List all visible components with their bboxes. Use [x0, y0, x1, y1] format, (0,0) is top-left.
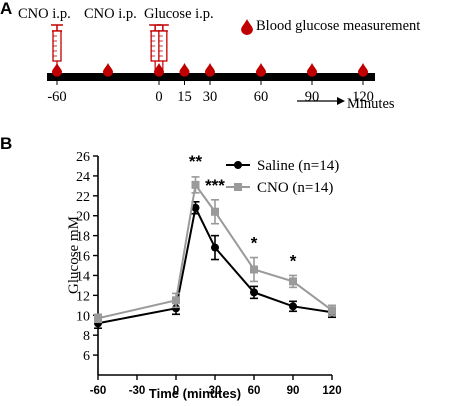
data-point — [191, 180, 200, 189]
minutes-label: Minutes — [347, 96, 395, 112]
panel-a-timeline: A CNO i.p. CNO i.p. Glucose i.p. Blood g… — [0, 0, 420, 112]
x-tick-label: 60 — [248, 385, 261, 397]
timeline-tick-label: 0 — [155, 89, 162, 105]
data-point — [250, 288, 258, 297]
timeline-tick-label: 15 — [177, 89, 192, 105]
y-tick-label: 10 — [76, 309, 90, 324]
syringe-icon — [156, 24, 169, 71]
x-tick-label: -30 — [129, 385, 146, 397]
timeline-tick-label: 120 — [352, 89, 374, 105]
blood-drop-icon — [306, 63, 318, 77]
syringe-icon — [51, 24, 63, 71]
panel-b-letter: B — [0, 134, 12, 153]
data-point — [250, 265, 258, 274]
x-tick-label: -60 — [90, 385, 107, 397]
timeline-tick-label: 60 — [254, 89, 269, 105]
data-point — [211, 207, 219, 216]
x-tick-label: 90 — [287, 385, 300, 397]
y-tick-label: 16 — [76, 250, 90, 265]
injection-label-cno-2: CNO i.p. — [84, 6, 137, 22]
syringes-group — [51, 24, 169, 71]
blood-drop-icon — [102, 63, 114, 77]
data-point — [94, 314, 102, 323]
legend-label: Saline (n=14) — [257, 158, 339, 174]
blood-drop-icon — [255, 63, 267, 77]
blood-drop-icon — [179, 63, 190, 77]
y-axis-label: Glucose mM — [66, 216, 82, 294]
blood-drop-icon — [357, 63, 369, 77]
significance-marker: * — [251, 234, 258, 253]
chart-annotations: ******* — [189, 152, 297, 271]
legend-marker — [234, 183, 242, 191]
y-tick-label: 8 — [83, 329, 90, 344]
x-tick-label: 0 — [173, 385, 179, 397]
timeline-tick-label: -60 — [47, 89, 66, 105]
chart-series — [94, 176, 336, 330]
significance-marker: *** — [205, 176, 225, 195]
blood-drop-icon — [153, 63, 165, 77]
legend-marker — [234, 161, 242, 169]
y-tick-label: 18 — [76, 230, 90, 245]
timeline-tick-label: 30 — [203, 89, 218, 105]
data-point — [172, 296, 180, 305]
data-point — [191, 203, 200, 212]
blood-drop-legend-icon — [241, 19, 253, 35]
timeline-ticks-group: -60 0 15 30 60 90 120 — [47, 81, 374, 105]
blood-drop-icon — [241, 19, 253, 35]
x-axis-label: Time (minutes) — [149, 386, 241, 401]
timeline-tick-label: 90 — [305, 89, 320, 105]
drops-group — [51, 63, 369, 77]
y-tick-label: 12 — [76, 289, 90, 304]
panel-b-chart: B 6 8 10 12 14 16 18 20 22 24 26 -60 -30 0 30 60 90 120 *… — [0, 134, 342, 401]
significance-marker: * — [290, 251, 297, 270]
significance-marker: ** — [189, 152, 203, 171]
chart-axes: 6 8 10 12 14 16 18 20 22 24 26 -60 -30 0 30 60 90 120 — [76, 150, 342, 397]
data-point — [289, 277, 297, 286]
panel-a-letter: A — [0, 0, 12, 18]
data-point — [289, 302, 297, 311]
y-tick-label: 22 — [76, 190, 90, 205]
y-tick-label: 6 — [83, 349, 90, 364]
blood-glucose-legend-label: Blood glucose measurement — [256, 18, 420, 34]
series-cno — [94, 176, 336, 324]
y-tick-label: 14 — [76, 269, 90, 284]
minutes-arrow — [297, 97, 345, 105]
injection-label-cno-1: CNO i.p. — [18, 6, 71, 22]
data-point — [211, 243, 219, 252]
blood-drop-icon — [51, 63, 63, 77]
timeline-bar — [47, 73, 375, 81]
blood-drop-icon — [204, 63, 216, 77]
legend-label: CNO (n=14) — [257, 180, 333, 196]
y-tick-label: 26 — [76, 150, 90, 165]
x-tick-label: 30 — [209, 385, 222, 397]
y-tick-label: 20 — [76, 210, 90, 225]
chart-legend: Saline (n=14) CNO (n=14) — [226, 158, 339, 196]
y-tick-label: 24 — [76, 170, 90, 185]
data-point — [172, 304, 180, 313]
x-tick-label: 120 — [322, 385, 341, 397]
data-point — [328, 306, 336, 315]
injection-label-glucose: Glucose i.p. — [144, 6, 214, 22]
